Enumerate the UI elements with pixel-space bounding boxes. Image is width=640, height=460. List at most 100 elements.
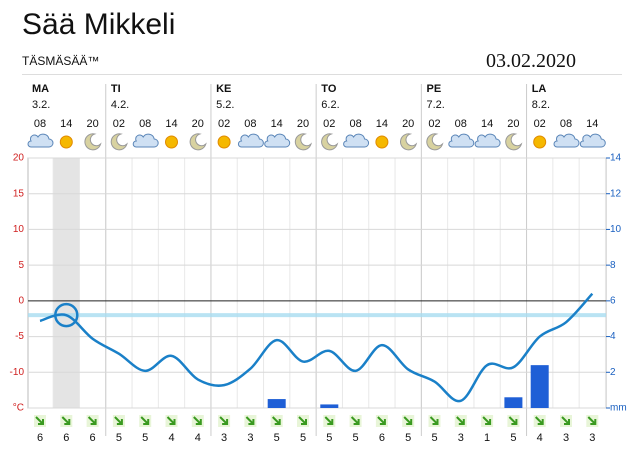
hour-label: 02 [218, 118, 230, 130]
y2-tick-label: 10 [610, 224, 622, 235]
brand: TÄSMÄSÄÄ™ [22, 54, 100, 68]
wind-speed: 5 [142, 432, 148, 444]
y2-tick-label: 12 [610, 188, 622, 199]
day-name: MA [32, 83, 49, 95]
day-name: TO [321, 83, 337, 95]
y-tick-label: -5 [15, 331, 24, 342]
hour-label: 14 [271, 118, 283, 130]
icon-cloud [579, 133, 606, 148]
y2-tick-label: mm [610, 403, 627, 414]
wind-speed: 4 [537, 432, 543, 444]
icon-moon [426, 133, 444, 151]
wind-arrow [166, 416, 176, 425]
icon-sun [165, 135, 178, 149]
hour-label: 08 [244, 118, 256, 130]
hour-label: 14 [165, 118, 177, 130]
y-tick-label: 10 [13, 224, 25, 235]
wind-arrow [403, 416, 413, 425]
wind-speed: 6 [379, 432, 385, 444]
wind-speed: 6 [63, 432, 69, 444]
y-tick-label: 0 [18, 295, 24, 306]
hour-label: 08 [455, 118, 467, 130]
precip-bar [267, 399, 286, 408]
day-name: TI [111, 83, 121, 95]
wind-arrow [350, 416, 360, 425]
y-tick-label: °C [13, 403, 24, 414]
wind-speed: 5 [405, 432, 411, 444]
cold-band [28, 313, 606, 318]
hour-label: 20 [507, 118, 519, 130]
day-date: 3.2. [32, 99, 50, 111]
wind-speed: 3 [563, 432, 569, 444]
hour-label: 08 [349, 118, 361, 130]
wind-arrow [87, 416, 97, 425]
icon-cloud [237, 133, 264, 148]
wind-speed: 5 [510, 432, 516, 444]
hour-label: 14 [481, 118, 493, 130]
wind-speed: 3 [221, 432, 227, 444]
wind-arrow [324, 416, 334, 425]
y-tick-label: 5 [18, 260, 24, 271]
date: 03.02.2020 [486, 50, 576, 72]
wind-arrow [271, 416, 281, 425]
wind-arrow [587, 416, 597, 425]
y2-tick-label: 4 [610, 331, 616, 342]
icon-moon [189, 133, 207, 151]
icon-moon [505, 133, 523, 151]
icon-sun [533, 135, 547, 149]
wind-speed: 6 [37, 432, 43, 444]
y-tick-label: -10 [10, 367, 25, 378]
wind-speed: 5 [274, 432, 280, 444]
icon-sun [217, 135, 231, 149]
hour-label: 20 [402, 118, 414, 130]
day-date: 5.2. [216, 99, 234, 111]
hour-label: 14 [586, 118, 598, 130]
icon-cloud [343, 133, 370, 148]
icon-cloud [448, 133, 475, 148]
icon-sun [59, 135, 73, 149]
wind-speed: 1 [484, 432, 490, 444]
wind-speed: 4 [195, 432, 201, 444]
hour-label: 08 [139, 118, 151, 130]
hour-label: 02 [534, 118, 546, 130]
icon-cloud [474, 133, 501, 148]
wind-speed: 5 [300, 432, 306, 444]
icon-sun [375, 135, 389, 149]
temperature-line [39, 292, 594, 403]
hour-label: 20 [297, 118, 309, 130]
hour-label: 08 [560, 118, 572, 130]
day-name: PE [427, 83, 442, 95]
wind-speed: 6 [90, 432, 96, 444]
icon-cloud [27, 133, 54, 148]
hour-label: 20 [192, 118, 204, 130]
icon-moon [400, 133, 418, 151]
day-name: LA [532, 83, 547, 95]
day-date: 6.2. [321, 99, 339, 111]
y2-tick-label: 2 [610, 367, 616, 378]
y2-tick-label: 14 [610, 153, 622, 164]
precip-bar [530, 365, 549, 408]
wind-arrow [140, 416, 150, 425]
hour-label: 08 [34, 118, 46, 130]
icon-cloud [132, 133, 159, 148]
wind-arrow [561, 416, 570, 425]
wind-arrow [456, 416, 465, 425]
now-marker [54, 302, 79, 328]
wind-arrow [245, 416, 255, 425]
day-date: 8.2. [532, 99, 550, 111]
wind-speed: 5 [116, 432, 122, 444]
wind-speed: 4 [168, 432, 174, 444]
wind-speed: 3 [589, 432, 595, 444]
wind-arrow [219, 416, 229, 425]
wind-arrow [114, 416, 123, 425]
y-tick-label: 15 [13, 188, 25, 199]
wind-speed: 3 [458, 432, 464, 444]
day-date: 4.2. [111, 99, 129, 111]
wind-arrow [429, 416, 439, 425]
wind-speed: 5 [431, 432, 437, 444]
title: Sää Mikkeli [22, 8, 176, 41]
wind-arrow [35, 416, 44, 425]
precip-bar [504, 397, 523, 408]
header-rule [22, 74, 622, 75]
